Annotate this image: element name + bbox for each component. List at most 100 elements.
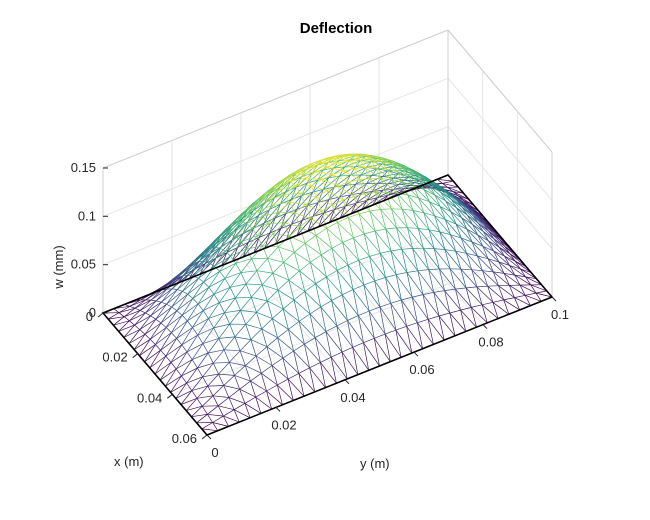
mesh-edge [498,285,505,301]
mesh-edge [530,284,547,292]
mesh-edge [170,375,182,393]
gridline-x [137,215,483,355]
mesh-edge [483,231,500,248]
mesh-edge [160,306,172,324]
mesh-edge [134,299,146,309]
mesh-edge [230,241,242,257]
mesh-edge [407,227,413,249]
mesh-edge [393,173,399,179]
mesh-edge [241,221,247,224]
mesh-edge [285,195,303,214]
mesh-edge [493,250,510,266]
y-tick-mark [551,296,557,302]
mesh-edge [253,232,271,253]
mesh-edge [525,276,537,280]
mesh-edge [166,291,183,305]
mesh-edge [371,161,383,165]
mesh-edge [481,304,499,319]
mesh-edge [280,223,292,229]
mesh-edge [350,192,362,196]
mesh-edge [325,331,343,353]
mesh-edge [150,299,157,302]
mesh-edge [255,390,267,398]
mesh-edge [375,167,387,170]
mesh-edge [244,403,262,414]
mesh-edge [488,240,500,248]
mesh-edge [108,316,125,320]
mesh-edge [348,179,360,183]
mesh-edge [333,166,345,169]
mesh-edge [300,171,317,174]
mesh-edge [382,170,389,177]
mesh-edge [273,179,286,189]
mesh-edge [311,167,317,172]
mesh-edge [293,299,300,322]
mesh-edge [348,160,355,169]
y-axis-label: y (m) [360,456,390,471]
mesh-edge [213,327,220,339]
mesh-edge [309,362,321,369]
mesh-edge [197,334,204,344]
mesh-edge [433,292,440,317]
mesh-edge [278,246,284,263]
mesh-edge [129,305,136,309]
mesh-edge [408,175,420,181]
mesh-edge [118,307,136,314]
mesh-edge [503,299,520,311]
mesh-edge [229,287,236,299]
mesh-edge [294,212,301,227]
mesh-edge [253,209,270,229]
mesh-edge [376,168,388,172]
mesh-edge [192,287,210,299]
mesh-edge [385,192,403,210]
mesh-edge [444,219,451,235]
mesh-edge [316,190,328,198]
mesh-edge [282,308,300,322]
mesh-edge [176,294,188,311]
mesh-edge [350,203,357,214]
mesh-edge [339,185,346,198]
mesh-edge [267,223,274,234]
mesh-edge [535,292,553,298]
mesh-edge [363,337,375,344]
mesh-edge [288,329,294,352]
mesh-edge [298,321,305,345]
y-tick-mark [275,407,281,412]
mesh-edge [317,160,323,163]
mesh-edge [349,166,356,176]
mesh-edge [306,160,318,167]
mesh-edge [444,290,451,314]
mesh-edge [299,313,311,322]
mesh-edge [391,179,398,194]
mesh-edge [223,415,229,427]
mesh-edge [284,193,301,195]
mesh-edge [220,221,237,237]
mesh-edge [258,197,275,216]
mesh-edge [266,337,278,347]
mesh-edge [404,179,421,182]
mesh-edge [429,185,436,196]
mesh-edge [223,385,240,390]
mesh-edge [390,303,407,327]
mesh-edge [339,206,346,219]
mesh-edge [278,212,285,223]
mesh-edge [256,311,273,319]
y-tick-label: 0.1 [551,307,569,322]
mesh-edge [353,233,365,239]
mesh-edge [332,174,349,183]
mesh-edge [134,339,151,350]
mesh-edge [357,315,364,343]
mesh-edge [284,179,291,182]
mesh-edge [133,334,146,350]
mesh-edge [483,223,500,240]
mesh-edge [244,365,251,382]
mesh-edge [434,194,441,207]
mesh-edge [337,217,349,223]
mesh-edge [370,159,382,162]
mesh-edge [372,197,378,206]
mesh-edge [396,272,408,276]
mesh-edge [250,328,262,340]
mesh-edge [128,333,146,344]
mesh-edge [172,288,178,290]
gridline-z [447,77,553,201]
